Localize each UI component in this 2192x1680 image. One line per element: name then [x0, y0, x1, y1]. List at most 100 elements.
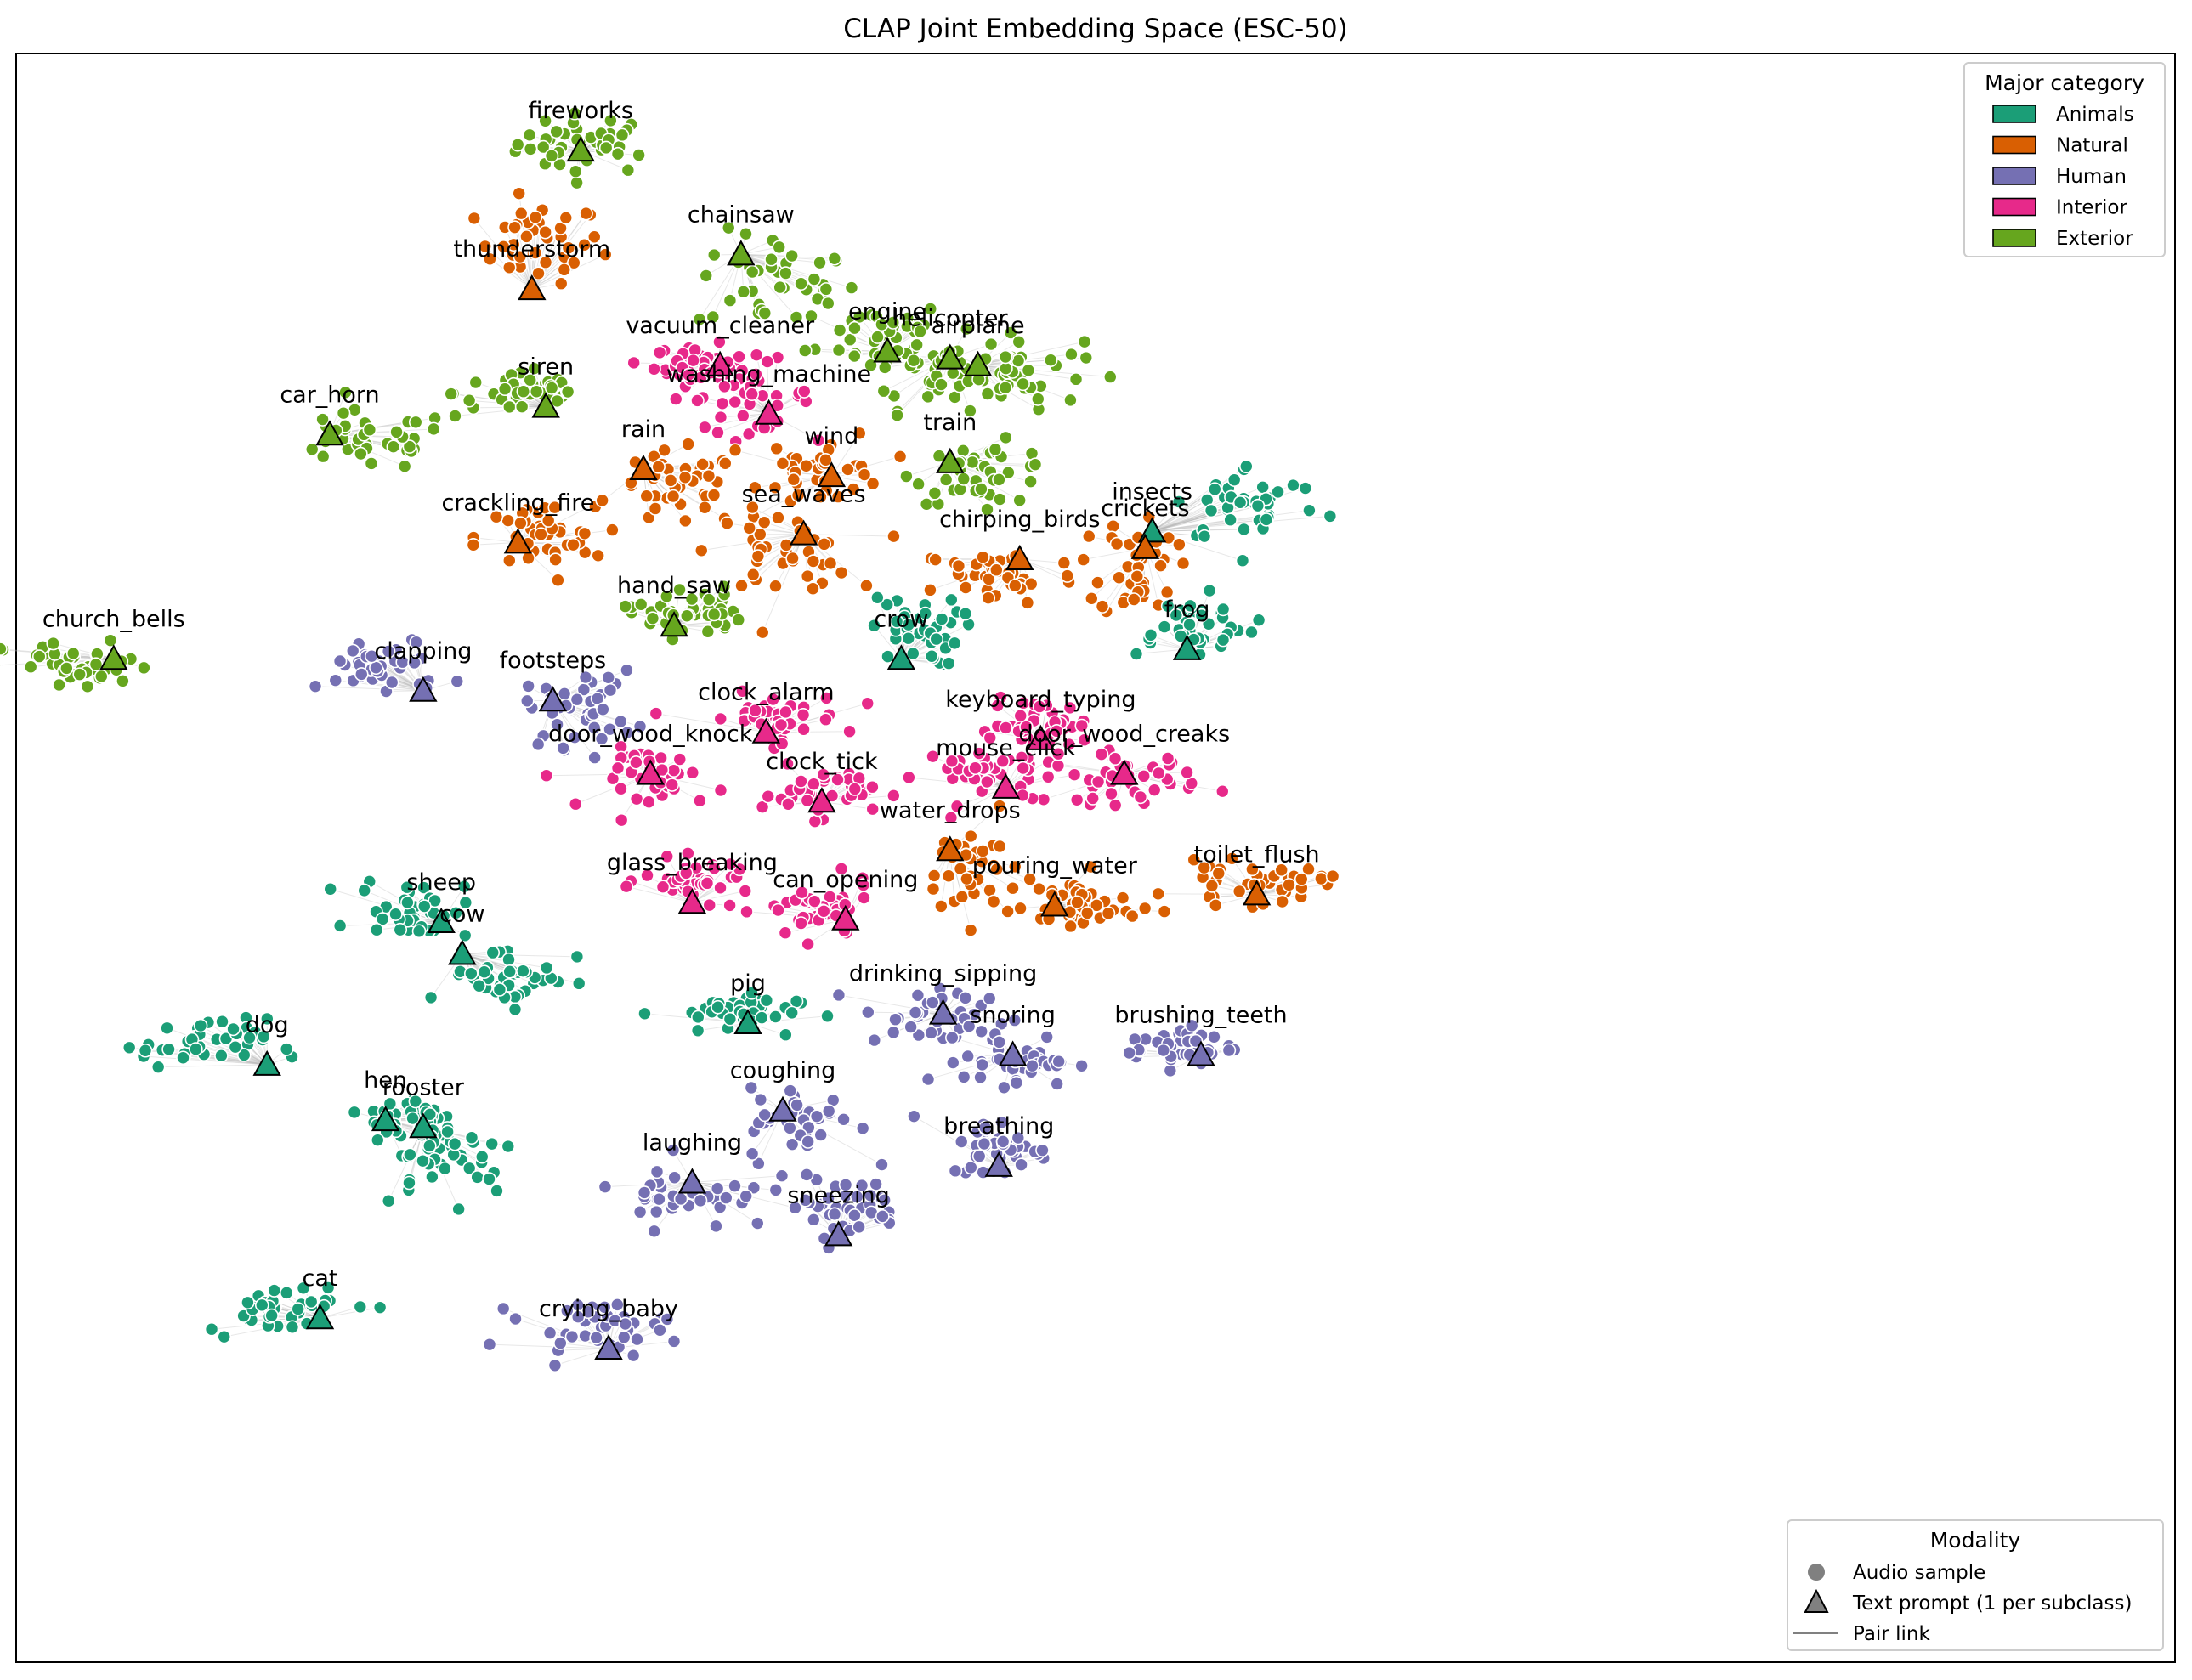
audio-sample-point	[681, 437, 695, 451]
audio-sample-point	[567, 730, 582, 744]
audio-sample-point	[1157, 619, 1172, 634]
audio-sample-point	[846, 482, 861, 496]
audio-sample-point	[1016, 761, 1030, 776]
audio-sample-point	[649, 1164, 665, 1179]
subclass-label: crackling_fire	[441, 489, 594, 516]
audio-sample-point	[980, 387, 995, 401]
subclass-label: fireworks	[528, 98, 633, 124]
audio-sample-point	[773, 280, 787, 295]
legend-swatch-natural	[1992, 135, 2036, 155]
audio-sample-point	[566, 255, 581, 270]
pair-link	[1152, 519, 1231, 532]
audio-sample-point	[867, 618, 881, 633]
audio-sample-point	[52, 677, 66, 693]
audio-sample-point	[847, 1208, 862, 1223]
subclass-label: frog	[1164, 597, 1210, 623]
audio-sample-point	[516, 964, 530, 978]
subclass-label: crickets	[1101, 495, 1189, 522]
audio-sample-point	[1090, 774, 1106, 789]
subclass-label: toilet_flush	[1194, 841, 1320, 868]
audio-sample-point	[328, 673, 343, 687]
audio-sample-point	[1079, 906, 1095, 920]
legend-swatch-interior	[1992, 197, 2036, 217]
audio-sample-point	[93, 669, 109, 684]
audio-sample-point	[1077, 334, 1092, 349]
audio-sample-point	[745, 387, 760, 402]
audio-sample-point	[913, 324, 927, 339]
pair-link	[560, 1343, 609, 1349]
audio-sample-point	[489, 509, 504, 524]
audio-sample-point	[1043, 353, 1058, 367]
audio-sample-point	[963, 923, 978, 937]
audio-sample-point	[1237, 522, 1251, 537]
audio-sample-point	[768, 1183, 784, 1197]
audio-sample-point	[807, 272, 822, 286]
audio-sample-point	[485, 945, 501, 960]
audio-sample-point	[1085, 591, 1099, 606]
audio-sample-point	[877, 360, 892, 375]
audio-sample-point	[381, 644, 396, 659]
audio-sample-point	[1021, 363, 1036, 378]
audio-sample-point	[138, 1043, 153, 1058]
audio-sample-point	[647, 361, 661, 376]
audio-sample-point	[715, 396, 730, 411]
audio-sample-point	[1077, 733, 1092, 748]
audio-sample-point	[934, 612, 949, 626]
pair-link	[490, 1343, 609, 1349]
audio-sample-point	[834, 565, 849, 580]
audio-sample-point	[438, 1161, 452, 1176]
audio-sample-point	[790, 488, 806, 503]
audio-sample-point	[1090, 575, 1105, 590]
audio-sample-point	[1032, 881, 1046, 897]
audio-sample-point	[911, 477, 926, 492]
audio-sample-point	[1013, 901, 1028, 916]
pair-link	[462, 953, 577, 958]
audio-sample-point	[569, 949, 585, 964]
subclass-label: can_opening	[773, 867, 918, 893]
audio-sample-point	[1271, 484, 1285, 500]
audio-sample-point	[954, 890, 970, 904]
legend-label-human: Human	[2056, 166, 2127, 188]
audio-sample-point	[1314, 871, 1328, 886]
audio-sample-point	[941, 868, 956, 884]
audio-sample-point	[630, 1332, 644, 1347]
audio-sample-point	[980, 774, 994, 789]
audio-sample-point	[1157, 904, 1172, 919]
audio-sample-point	[989, 563, 1004, 578]
audio-sample-point	[728, 394, 743, 410]
audio-sample-point	[975, 1057, 990, 1072]
audio-sample-point	[735, 408, 750, 423]
audio-sample-point	[757, 306, 773, 320]
subclass-label: water_drops	[880, 797, 1021, 823]
audio-sample-point	[241, 1295, 255, 1310]
audio-sample-point	[1079, 350, 1094, 365]
audio-sample-point	[804, 308, 818, 324]
audio-sample-point	[1124, 908, 1140, 924]
audio-sample-point	[530, 737, 546, 752]
subclass-label: laughing	[643, 1129, 742, 1156]
audio-sample-point	[755, 625, 770, 640]
audio-sample-point	[1095, 599, 1110, 614]
audio-sample-point	[605, 523, 620, 537]
audio-sample-point	[923, 302, 938, 316]
audio-sample-point	[1039, 1030, 1054, 1044]
audio-sample-point	[889, 614, 904, 629]
audio-sample-point	[353, 1299, 368, 1315]
audio-sample-point	[741, 427, 756, 442]
audio-sample-point	[928, 552, 943, 567]
audio-sample-point	[514, 399, 530, 414]
legend-label-line: Pair link	[1853, 1623, 1930, 1645]
audio-sample-point	[766, 692, 780, 707]
audio-sample-point	[924, 1026, 938, 1040]
audio-sample-point	[1208, 898, 1223, 913]
audio-sample-point	[711, 999, 725, 1015]
audio-sample-point	[992, 839, 1007, 854]
audio-sample-point	[354, 446, 368, 461]
audio-sample-point	[870, 330, 885, 344]
audio-sample-point	[786, 472, 801, 487]
audio-sample-point	[818, 282, 834, 297]
audio-sample-point	[362, 422, 377, 438]
audio-sample-point	[150, 1060, 166, 1074]
audio-sample-point	[734, 578, 749, 593]
audio-sample-point	[1025, 1058, 1039, 1073]
